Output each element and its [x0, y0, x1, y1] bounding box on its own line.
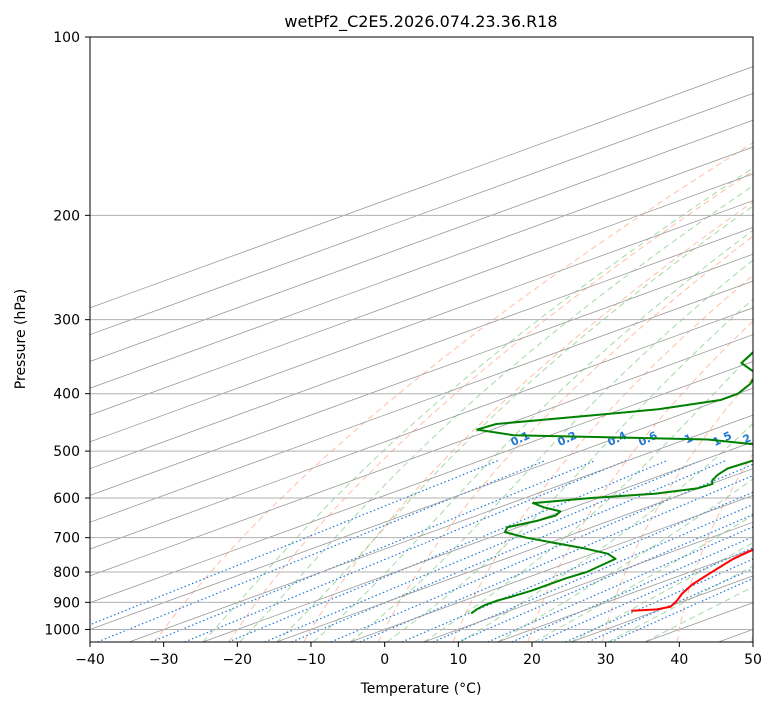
- mixing-ratio-line: [359, 474, 753, 642]
- dry-adiabat: [377, 235, 753, 642]
- moist-adiabat: [202, 167, 753, 642]
- x-tick-label: 50: [744, 652, 762, 668]
- x-tick-label: 30: [597, 652, 615, 668]
- dry-adiabat: [527, 320, 753, 642]
- skewed-isotherm: [129, 414, 753, 642]
- y-tick-label: 900: [53, 595, 80, 611]
- moist-adiabat: [607, 565, 753, 642]
- skewed-isotherm: [350, 495, 753, 642]
- y-tick-label: 200: [53, 208, 80, 224]
- dry-adiabat: [452, 274, 753, 642]
- plot-frame: [89, 36, 754, 643]
- skewed-isotherm: [276, 468, 753, 642]
- y-tick-label: 100: [53, 30, 80, 46]
- skewed-isotherm: [90, 200, 753, 443]
- y-tick-label: 500: [53, 444, 80, 460]
- mixing-ratio-line: [90, 459, 499, 626]
- moist-adiabat: [312, 229, 753, 642]
- y-tick-label: 800: [53, 565, 80, 581]
- y-axis-label: Pressure (hPa): [13, 289, 29, 389]
- skewed-isotherm: [90, 361, 753, 604]
- moist-adiabat: [497, 478, 753, 642]
- dry-adiabat: [676, 452, 753, 642]
- x-tick-label: 0: [380, 652, 389, 668]
- moist-adiabat: [349, 259, 753, 642]
- y-tick-label: 1000: [44, 622, 80, 638]
- y-tick-label: 700: [53, 531, 80, 547]
- mixing-ratio-line: [457, 513, 753, 642]
- profile-lines: [470, 351, 753, 615]
- y-tick-label: 400: [53, 387, 80, 403]
- skewed-isotherm: [202, 441, 753, 642]
- skewed-isotherm: [90, 226, 753, 470]
- dewpoint-profile: [470, 351, 753, 615]
- moist-adiabat: [534, 514, 753, 642]
- skewed-isotherm: [90, 119, 753, 362]
- background-lines: [90, 37, 753, 642]
- x-tick-label: 40: [670, 652, 688, 668]
- mixing-ratio-line: [432, 503, 753, 642]
- axes: −40 −30 −20 −10 0 10 20 30 40 50 100 200 300 400 500 60…: [44, 30, 762, 668]
- x-tick-label: −40: [75, 652, 105, 668]
- x-tick-label: 10: [449, 652, 467, 668]
- dry-adiabat: [153, 142, 753, 642]
- moist-adiabat: [239, 185, 753, 642]
- skewed-isotherm: [90, 66, 753, 309]
- skewed-isotherm: [90, 173, 753, 416]
- temperature-profile: [631, 548, 753, 612]
- skewed-isotherm: [90, 280, 753, 523]
- skewed-isotherm: [90, 307, 753, 550]
- dry-adiabat: [303, 201, 753, 642]
- skewed-isotherm: [90, 146, 753, 389]
- mixing-ratio-line: [228, 459, 668, 642]
- skewed-isotherm: [90, 253, 753, 496]
- skewed-isotherm: [423, 521, 753, 642]
- mixing-ratio-line: [330, 463, 753, 642]
- y-tick-label: 300: [53, 313, 80, 329]
- x-tick-label: 20: [523, 652, 541, 668]
- x-tick-label: −30: [149, 652, 179, 668]
- moist-adiabat: [460, 422, 753, 642]
- y-tick-label: 600: [53, 491, 80, 507]
- dry-adiabat: [228, 170, 753, 642]
- moist-adiabat: [423, 352, 753, 642]
- x-tick-label: −10: [296, 652, 326, 668]
- moist-adiabat: [644, 586, 753, 642]
- skewed-isotherm: [90, 92, 753, 336]
- chart-title: wetPf2_C2E5.2026.074.23.36.R18: [284, 12, 557, 32]
- x-axis-label: Temperature (°C): [360, 681, 482, 697]
- skewed-isotherm: [90, 334, 753, 577]
- x-tick-label: −20: [223, 652, 253, 668]
- moist-adiabat: [276, 205, 753, 642]
- skewed-isotherm: [90, 387, 753, 630]
- mixing-ratio-line: [97, 459, 546, 642]
